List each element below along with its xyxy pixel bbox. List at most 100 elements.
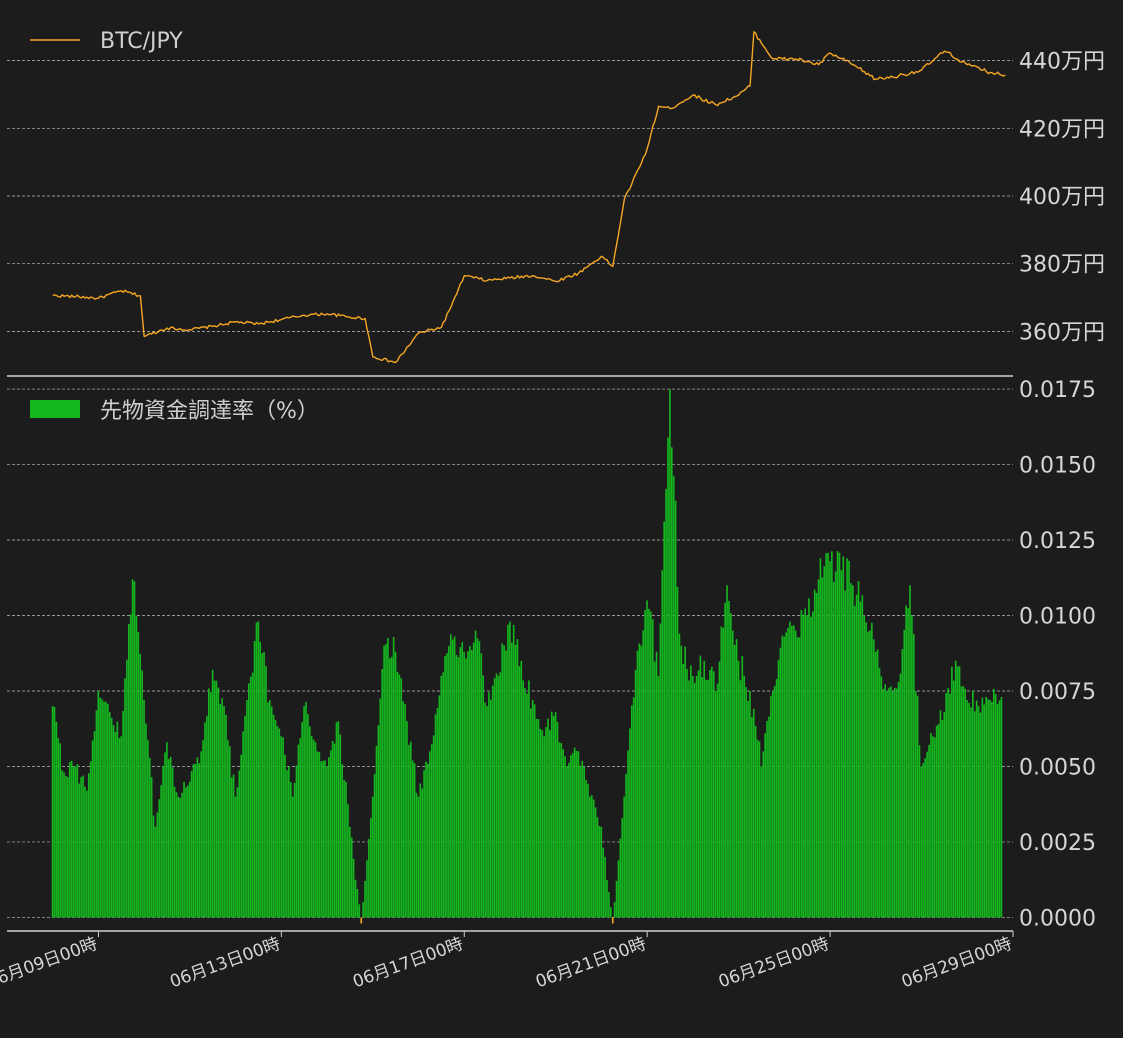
funding-rate-bar <box>387 638 389 918</box>
funding-rate-bar <box>152 815 155 918</box>
funding-rate-bar <box>775 679 778 918</box>
funding-rate-bar <box>716 683 719 918</box>
funding-rate-bar <box>813 589 816 918</box>
funding-rate-bar <box>541 730 544 918</box>
funding-rate-bar <box>329 750 332 918</box>
price-y-tick-label: 380万円 <box>1019 253 1105 278</box>
funding-rate-bar <box>516 639 519 918</box>
funding-rate-bar <box>333 743 336 918</box>
funding-rate-bar <box>364 880 366 918</box>
funding-rate-bar <box>832 582 835 918</box>
x-axis-tick-label: 06月17日00時 <box>350 934 466 992</box>
funding-rate-bar <box>901 649 904 918</box>
funding-rate-bar <box>486 706 488 918</box>
funding-rate-bar <box>299 738 302 918</box>
funding-rate-bar <box>371 796 374 918</box>
funding-rate-bar <box>70 760 73 918</box>
funding-rate-bar <box>434 714 437 918</box>
funding-rate-bar <box>297 744 300 918</box>
funding-rate-bar <box>897 681 900 918</box>
funding-rate-bar <box>131 579 134 918</box>
funding-rate-bar <box>472 642 475 918</box>
funding-rate-bar <box>240 754 243 918</box>
funding-rate-bar <box>442 672 444 918</box>
funding-rate-bar <box>840 570 843 918</box>
funding-rate-bar <box>876 649 879 918</box>
funding-rate-bar <box>711 666 713 918</box>
funding-rate-bar <box>383 645 385 918</box>
funding-rate-bar <box>707 679 709 918</box>
funding-rate-bar <box>859 601 862 918</box>
funding-rate-bar <box>911 614 913 918</box>
funding-rate-bar <box>377 725 380 918</box>
funding-rate-bar <box>539 728 542 918</box>
funding-rate-bar <box>227 740 229 918</box>
funding-rate-bar <box>949 693 951 918</box>
funding-rate-bar <box>337 721 340 918</box>
funding-rate-bar <box>983 704 986 918</box>
funding-rate-bar <box>943 712 946 918</box>
funding-rate-bar <box>989 700 991 918</box>
funding-rate-bar <box>158 799 161 918</box>
funding-y-tick-label: 0.0050 <box>1019 755 1096 780</box>
funding-rate-bar <box>861 595 864 918</box>
funding-rate-bar <box>510 642 513 918</box>
funding-rate-bar <box>293 783 296 918</box>
funding-rate-bar <box>257 621 260 918</box>
funding-rate-bar <box>962 686 965 918</box>
funding-rate-bar <box>168 759 170 918</box>
funding-rate-bar <box>762 751 765 918</box>
funding-rate-bar <box>232 774 235 918</box>
funding-rate-bar <box>415 792 418 918</box>
funding-legend-swatch <box>30 400 80 418</box>
funding-rate-bar <box>118 738 121 918</box>
funding-rate-bar <box>566 766 568 918</box>
funding-rate-bar <box>815 592 818 918</box>
funding-rate-bar <box>177 796 180 918</box>
funding-rate-bar <box>722 627 725 918</box>
funding-rate-bar <box>827 552 829 918</box>
funding-rate-bar <box>202 740 204 918</box>
funding-rate-bar <box>674 500 677 918</box>
funding-rate-bar <box>101 699 103 918</box>
funding-rate-bar <box>920 766 923 918</box>
funding-rate-bar <box>162 766 164 918</box>
funding-rate-bar <box>905 605 907 918</box>
funding-rate-bar <box>770 695 772 918</box>
funding-rate-bar <box>215 680 218 918</box>
x-axis-tick-label: 06月21日00時 <box>533 934 649 992</box>
funding-rate-bar <box>678 633 681 918</box>
funding-rate-bar <box>552 715 555 918</box>
x-axis-tick-label: 06月25日00時 <box>716 934 832 992</box>
funding-rate-bar <box>958 666 961 918</box>
funding-rate-bar <box>779 647 782 918</box>
funding-rate-bar <box>627 750 629 918</box>
funding-rate-bar <box>865 622 867 918</box>
funding-rate-bar <box>93 731 96 918</box>
funding-rate-bar <box>792 625 795 918</box>
funding-y-tick-label: 0.0150 <box>1019 454 1096 479</box>
funding-rate-bar <box>78 783 81 918</box>
funding-rate-bar <box>514 644 517 918</box>
funding-rate-bar <box>871 622 873 918</box>
funding-rate-bar <box>690 665 692 918</box>
funding-legend-label: 先物資金調達率（%） <box>100 399 319 424</box>
funding-rate-bar <box>579 765 582 918</box>
x-axis-tick-label: 06月29日00時 <box>899 934 1015 992</box>
funding-rate-bar <box>356 889 359 918</box>
funding-rate-bar <box>857 581 860 918</box>
funding-rate-bar <box>697 670 700 918</box>
funding-rate-bar <box>444 656 446 918</box>
funding-rate-bar <box>55 721 58 918</box>
funding-rate-bar <box>899 673 902 918</box>
funding-rate-bar <box>718 661 721 918</box>
funding-rate-bar <box>688 680 690 918</box>
funding-rate-bar <box>684 646 686 918</box>
funding-rate-bar <box>749 690 751 918</box>
funding-rate-bar <box>998 700 1001 918</box>
funding-rate-bar <box>528 680 530 918</box>
funding-rate-bar <box>886 690 888 918</box>
funding-rate-bar <box>251 672 254 918</box>
funding-rate-bar <box>320 761 323 918</box>
price-grid <box>7 60 1013 332</box>
